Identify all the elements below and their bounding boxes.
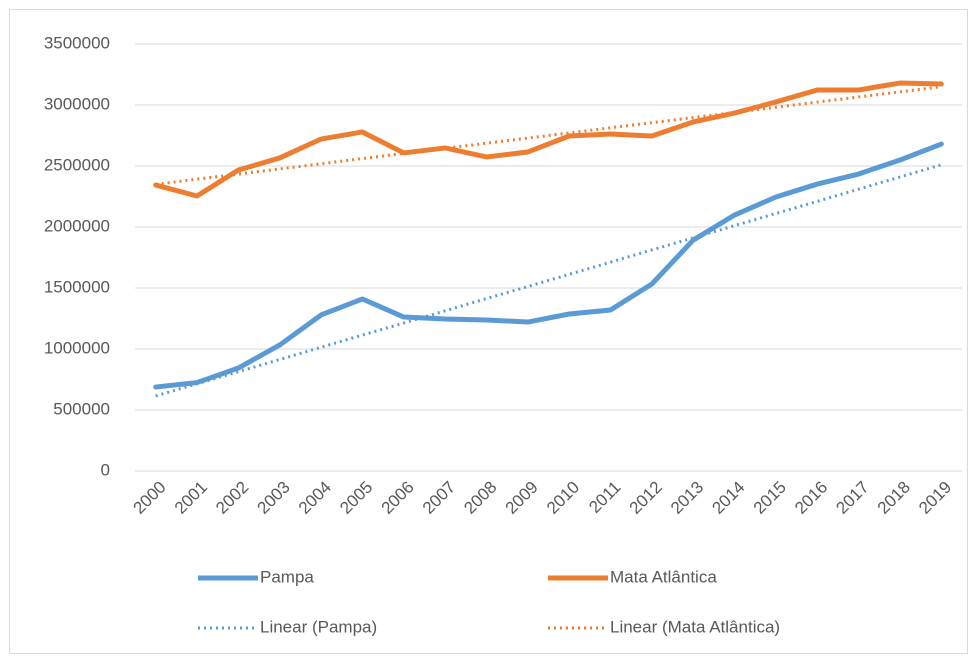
y-tick-label: 3500000 xyxy=(44,33,110,52)
y-tick-label: 500000 xyxy=(53,399,110,418)
legend-label: Linear (Mata Atlântica) xyxy=(610,617,780,636)
chart-border xyxy=(9,9,968,654)
legend-label: Linear (Pampa) xyxy=(260,617,377,636)
y-tick-label: 1000000 xyxy=(44,338,110,357)
legend-label: Pampa xyxy=(260,567,314,586)
series-line xyxy=(153,80,944,199)
series-line xyxy=(153,141,944,390)
y-tick-label: 0 xyxy=(101,460,110,479)
y-tick-label: 1500000 xyxy=(44,277,110,296)
y-tick-label: 3000000 xyxy=(44,94,110,113)
y-tick-label: 2000000 xyxy=(44,216,110,235)
legend-label: Mata Atlântica xyxy=(610,567,717,586)
y-tick-label: 2500000 xyxy=(44,155,110,174)
trend-line xyxy=(155,163,942,398)
